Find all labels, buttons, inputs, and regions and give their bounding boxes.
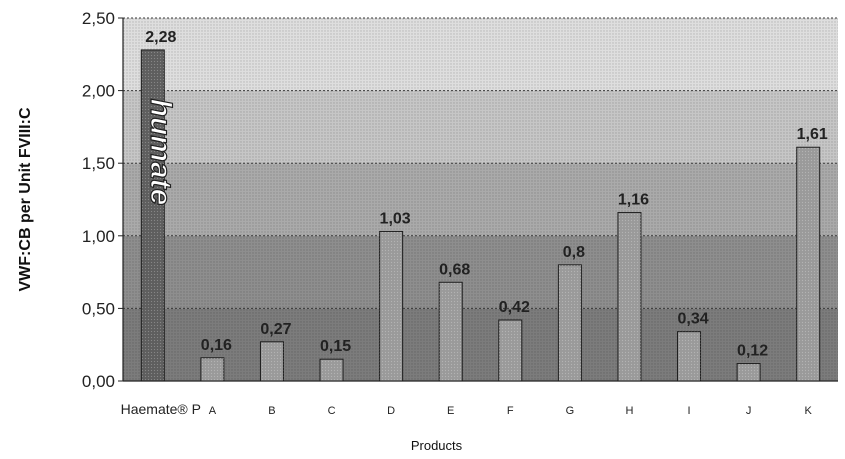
- data-label: 2,28: [145, 29, 176, 46]
- category-label: J: [746, 405, 752, 417]
- bar-texture: [439, 282, 463, 381]
- bar-texture: [617, 212, 641, 381]
- bar-texture: [379, 231, 403, 381]
- category-label: Haemate® P: [121, 401, 201, 417]
- category-label: A: [209, 405, 217, 417]
- data-label: 0,42: [499, 299, 530, 316]
- y-axis-label: VWF:CB per Unit FVIII:C: [17, 107, 34, 291]
- bar-texture: [737, 363, 761, 381]
- category-labels: Haemate® P A B C D E F G H I J K: [121, 401, 813, 417]
- y-tick-label: 0,50: [82, 299, 115, 318]
- background-band-texture: [123, 235, 838, 309]
- background-band-texture: [123, 308, 838, 381]
- y-tick-label: 2,00: [82, 82, 115, 101]
- background-band-texture: [123, 163, 838, 236]
- category-label: E: [447, 405, 454, 417]
- data-label: 1,61: [797, 126, 828, 143]
- y-tick-label: 1,50: [82, 154, 115, 173]
- bars: [140, 49, 821, 382]
- data-labels: 2,28 0,16 0,27 0,15 1,03 0,68 0,42 0,8 1,16 0,34 0…: [145, 29, 828, 360]
- y-tick-label: 2,50: [82, 9, 115, 28]
- y-tick-label: 0,00: [82, 372, 115, 391]
- category-label: B: [268, 405, 275, 417]
- background-bands: [123, 18, 838, 381]
- axes: [122, 18, 838, 382]
- data-label: 0,34: [677, 311, 708, 328]
- category-label: D: [387, 405, 395, 417]
- data-label: 0,68: [439, 261, 470, 278]
- category-label: K: [805, 405, 813, 417]
- y-tick-label: 1,00: [82, 227, 115, 246]
- bar-texture: [141, 49, 165, 381]
- bar-texture: [677, 331, 701, 381]
- category-label: I: [688, 405, 691, 417]
- category-label: H: [625, 405, 633, 417]
- bar-texture: [498, 320, 522, 381]
- data-label: 1,03: [380, 210, 411, 227]
- bar-texture: [260, 341, 284, 381]
- bar-texture: [796, 147, 820, 381]
- data-label: 1,16: [618, 192, 649, 209]
- data-label: 0,16: [201, 337, 232, 354]
- bar-annotation: humate: [144, 99, 177, 206]
- category-label: G: [566, 405, 575, 417]
- background-band-texture: [123, 18, 838, 91]
- background-band-texture: [123, 90, 838, 164]
- data-label: 0,12: [737, 343, 768, 360]
- y-tick-labels: 0,00 0,50 1,00 1,50 2,00 2,50: [82, 9, 115, 391]
- x-axis-label: Products: [411, 438, 463, 453]
- category-label: C: [328, 405, 336, 417]
- bar-texture: [200, 357, 224, 381]
- data-label: 0,8: [563, 244, 585, 261]
- bar-texture: [320, 359, 344, 381]
- gridlines: [118, 17, 838, 382]
- data-label: 0,27: [260, 321, 291, 338]
- bar-texture: [558, 264, 582, 381]
- data-label: 0,15: [320, 338, 351, 355]
- category-label: F: [507, 405, 514, 417]
